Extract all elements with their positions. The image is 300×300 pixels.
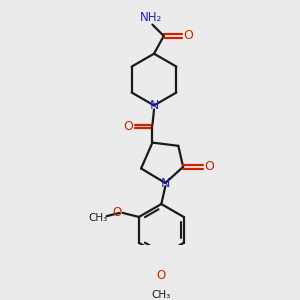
Text: O: O [204,160,214,173]
Text: NH₂: NH₂ [140,11,162,24]
Text: O: O [183,29,193,42]
Text: O: O [112,206,122,219]
Text: N: N [149,99,159,112]
Text: CH₃: CH₃ [152,290,171,300]
Text: O: O [157,269,166,283]
Text: CH₃: CH₃ [88,213,107,223]
Text: O: O [123,120,133,133]
Text: N: N [161,176,170,190]
